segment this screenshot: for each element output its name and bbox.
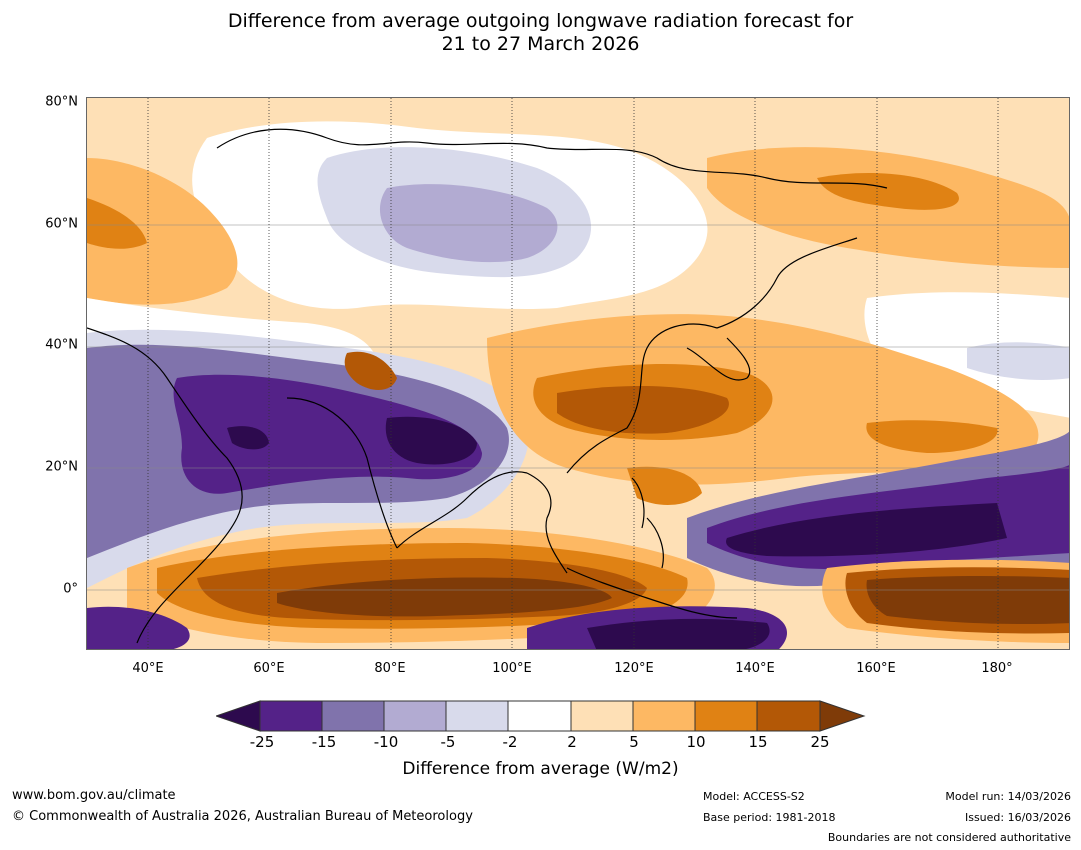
lat-label-80n: 80°N (45, 94, 78, 110)
maritime-darkest-purple (587, 618, 770, 649)
colorbar-tick: -5 (440, 733, 456, 751)
colorbar-tick: 10 (686, 733, 706, 751)
disclaimer-text: Boundaries are not considered authoritat… (827, 831, 1071, 844)
base-period-text: Base period: 1981-2018 (703, 811, 836, 824)
lon-label-160e: 160°E (856, 661, 896, 676)
colorbar-segment-7 (632, 700, 696, 732)
colorbar-tick: -25 (249, 733, 275, 751)
ne-siberia-dark-orange (817, 173, 959, 210)
olr-anomaly-map (86, 97, 1070, 650)
issued-text: Issued: 16/03/2026 (964, 811, 1071, 824)
arctic-light-orange (87, 98, 1069, 151)
east-asia-brown (557, 386, 729, 434)
colorbar-tick: 5 (629, 733, 639, 751)
europe-orange (87, 158, 238, 305)
coastlines (87, 128, 888, 644)
lon-label-40e: 40°E (132, 661, 164, 676)
colorbar-tick: 25 (810, 733, 830, 751)
ne-siberia-orange (707, 147, 1069, 268)
lon-label-60e: 60°E (253, 661, 285, 676)
colorbar-tick: -10 (373, 733, 399, 751)
india-darkest-purple (385, 416, 477, 465)
south-pacific-darkest-brown (866, 575, 1069, 625)
siberia-purple (379, 184, 558, 263)
lat-label-40n: 40°N (45, 337, 78, 353)
longitude-lines (147, 98, 999, 649)
map-canvas (87, 98, 1069, 649)
colorbar-tick: 15 (748, 733, 768, 751)
colorbar-tick: 2 (567, 733, 577, 751)
copyright-text: © Commonwealth of Australia 2026, Austra… (12, 809, 473, 824)
sw-dark-purple (87, 606, 190, 649)
colorbar-below-min (216, 700, 261, 732)
arabia-darkest-purple (227, 426, 269, 450)
india-dark-purple (173, 374, 482, 494)
philippines-dark-orange (627, 466, 702, 505)
lat-label-60n: 60°N (45, 216, 78, 232)
north-pacific-lavender (967, 342, 1069, 380)
colorbar-segment-8 (694, 700, 758, 732)
title-line-1: Difference from average outgoing longwav… (227, 10, 854, 32)
colorbar-segment-1 (259, 700, 323, 732)
pacific-dark-orange (866, 420, 998, 453)
indian-ocean-darkest-brown (277, 577, 612, 617)
website-link[interactable]: www.bom.gov.au/climate (12, 788, 176, 803)
colorbar-tick: -2 (502, 733, 518, 751)
grid-lines (87, 224, 1069, 591)
colorbar-segment-5 (507, 700, 572, 732)
lon-label-140e: 140°E (735, 661, 775, 676)
tibet-brown (344, 351, 397, 390)
lon-label-80e: 80°E (374, 661, 406, 676)
colorbar-tick: -15 (311, 733, 337, 751)
pacific-darkest-purple (726, 503, 1007, 557)
lat-label-0: 0° (63, 581, 78, 597)
colorbar-segment-2 (321, 700, 385, 732)
colorbar-segment-9 (756, 700, 821, 732)
colorbar-label: Difference from average (W/m2) (402, 759, 679, 779)
colorbar-segment-4 (445, 700, 509, 732)
colorbar-above-max (819, 700, 866, 732)
model-text: Model: ACCESS-S2 (703, 790, 805, 803)
chart-title: Difference from average outgoing longwav… (0, 10, 1081, 56)
colorbar-segment-3 (383, 700, 447, 732)
colorbar-segment-6 (570, 700, 634, 732)
colorbar (216, 700, 866, 732)
lon-label-100e: 100°E (492, 661, 532, 676)
lat-label-20n: 20°N (45, 459, 78, 475)
lon-label-180: 180° (981, 661, 1013, 676)
model-run-text: Model run: 14/03/2026 (945, 790, 1071, 803)
lon-label-120e: 120°E (614, 661, 654, 676)
europe-dark-orange (87, 198, 147, 249)
title-line-2: 21 to 27 March 2026 (441, 33, 640, 55)
